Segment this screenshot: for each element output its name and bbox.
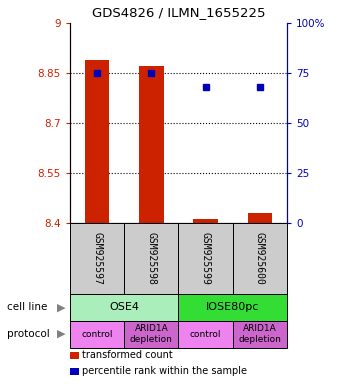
Bar bbox=[70, 321, 124, 348]
Title: GDS4826 / ILMN_1655225: GDS4826 / ILMN_1655225 bbox=[92, 6, 265, 19]
Text: protocol: protocol bbox=[7, 329, 50, 339]
Text: GSM925599: GSM925599 bbox=[201, 232, 211, 285]
Text: IOSE80pc: IOSE80pc bbox=[206, 302, 259, 312]
Text: percentile rank within the sample: percentile rank within the sample bbox=[82, 366, 247, 376]
Bar bbox=[178, 321, 233, 348]
Bar bbox=[178, 294, 287, 321]
Text: OSE4: OSE4 bbox=[109, 302, 139, 312]
Text: control: control bbox=[190, 329, 221, 339]
Text: ▶: ▶ bbox=[57, 302, 65, 312]
Text: ▶: ▶ bbox=[57, 329, 65, 339]
Text: transformed count: transformed count bbox=[82, 350, 173, 360]
Text: ARID1A
depletion: ARID1A depletion bbox=[130, 324, 173, 344]
Bar bbox=[124, 321, 178, 348]
Bar bbox=[178, 223, 233, 294]
Text: cell line: cell line bbox=[7, 302, 47, 312]
Bar bbox=[248, 213, 272, 223]
Bar bbox=[233, 223, 287, 294]
Text: GSM925600: GSM925600 bbox=[255, 232, 265, 285]
Bar bbox=[139, 66, 163, 223]
Text: ARID1A
depletion: ARID1A depletion bbox=[238, 324, 281, 344]
Text: control: control bbox=[81, 329, 113, 339]
Text: GSM925598: GSM925598 bbox=[146, 232, 156, 285]
Bar bbox=[124, 223, 178, 294]
Bar bbox=[194, 219, 218, 223]
Text: GSM925597: GSM925597 bbox=[92, 232, 102, 285]
Bar bbox=[70, 294, 178, 321]
Bar bbox=[85, 60, 109, 223]
Bar bbox=[70, 223, 124, 294]
Bar bbox=[233, 321, 287, 348]
